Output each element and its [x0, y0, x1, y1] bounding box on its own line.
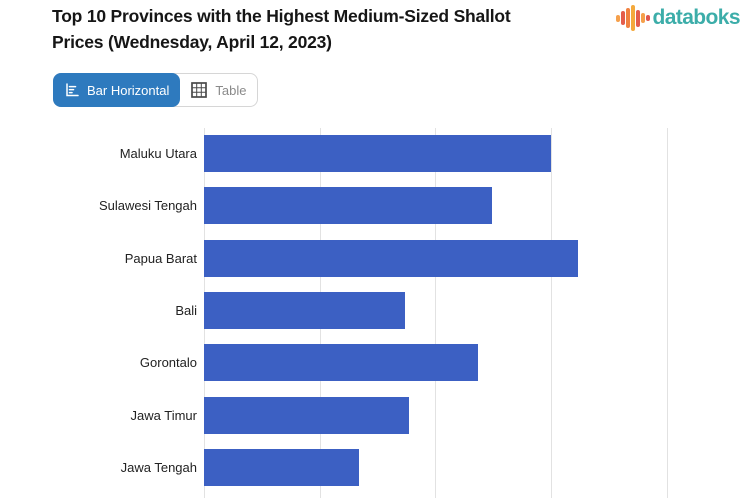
- databoks-waveform-bar: [636, 9, 640, 27]
- bar-jawa-timur[interactable]: [204, 396, 409, 434]
- bar-sulawesi-tengah[interactable]: [204, 187, 492, 225]
- bar-horizontal-chart-icon: [64, 82, 80, 98]
- view-toggle-bar-horizontal[interactable]: Bar Horizontal: [53, 73, 181, 107]
- view-toggle-table[interactable]: Table: [179, 74, 258, 106]
- category-label-sulawesi-tengah: Sulawesi Tengah: [98, 198, 197, 214]
- databoks-waveform-icon: [616, 4, 650, 32]
- bar-chart: Maluku Utara Sulawesi Tengah Papua Barat Ba…: [0, 128, 753, 498]
- category-label-bali: Bali: [175, 302, 197, 318]
- databoks-waveform-bar: [616, 14, 620, 22]
- x-gridline: [551, 128, 553, 498]
- bar-papua-barat[interactable]: [204, 239, 579, 277]
- x-gridline: [435, 128, 437, 498]
- category-label-jawa-timur: Jawa Timur: [130, 407, 197, 423]
- databoks-waveform-bar: [646, 15, 650, 21]
- bar-bali[interactable]: [204, 291, 406, 329]
- bar-maluku-utara[interactable]: [204, 135, 551, 172]
- databoks-logo: databoks: [616, 4, 741, 32]
- databoks-waveform-bar: [626, 8, 630, 28]
- page-title-line2: Prices (Wednesday, April 12, 2023): [52, 32, 332, 52]
- x-gridline: [666, 128, 668, 498]
- databoks-waveform-bar: [621, 11, 625, 25]
- databoks-waveform-bar: [631, 5, 635, 31]
- category-label-maluku-utara: Maluku Utara: [119, 146, 197, 161]
- category-label-gorontalo: Gorontalo: [139, 355, 197, 371]
- table-grid-icon: [190, 81, 208, 99]
- bar-jawa-tengah[interactable]: [204, 448, 359, 486]
- databoks-waveform-bar: [641, 13, 645, 23]
- page-title-line1: Top 10 Provinces with the Highest Medium…: [52, 6, 511, 26]
- category-label-papua-barat: Papua Barat: [124, 250, 197, 266]
- view-toggle-label: Bar Horizontal: [87, 82, 170, 98]
- chart-view-toggle: Bar Horizontal Table: [53, 73, 259, 107]
- category-label-jawa-tengah: Jawa Tengah: [120, 459, 197, 475]
- view-toggle-label: Table: [215, 82, 247, 98]
- page-title: Top 10 Provinces with the Highest Medium…: [52, 3, 552, 55]
- bar-gorontalo[interactable]: [204, 344, 478, 382]
- databoks-logo-text: databoks: [652, 6, 741, 29]
